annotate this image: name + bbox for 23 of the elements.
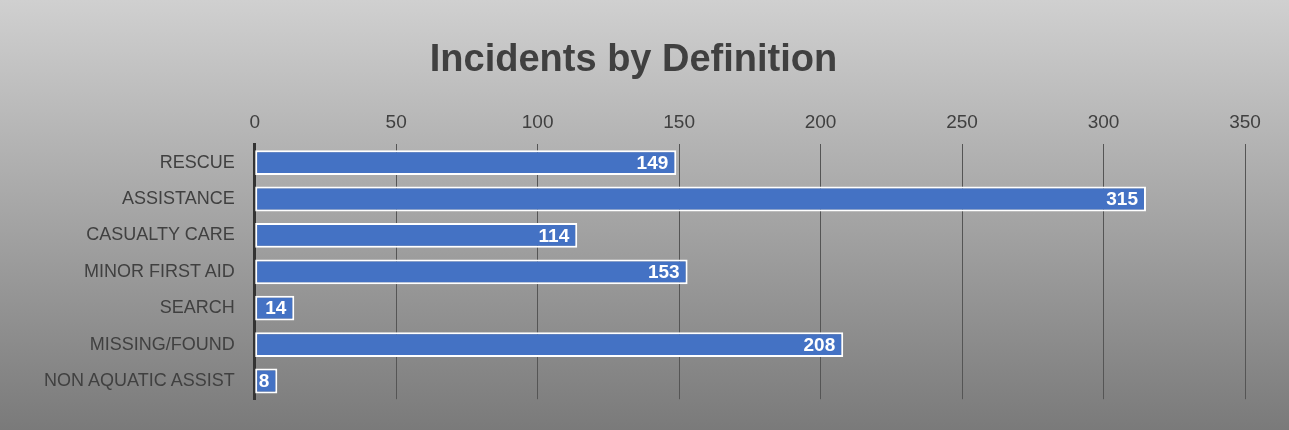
x-tick-label: 300: [1087, 111, 1120, 133]
data-label: 208: [803, 333, 836, 355]
data-label: 315: [1106, 188, 1139, 210]
data-label: 14: [265, 297, 287, 319]
data-label: 153: [647, 261, 680, 283]
chart-title: Incidents by Definition: [429, 37, 838, 80]
y-tick-label: NON AQUATIC ASSIST: [43, 369, 235, 390]
data-label: 8: [258, 370, 270, 392]
y-tick-label: ASSISTANCE: [121, 187, 235, 208]
y-tick-label: RESCUE: [159, 151, 235, 172]
x-tick-label: 0: [249, 111, 260, 133]
y-tick-label: MISSING/FOUND: [89, 333, 235, 354]
x-tick-label: 250: [946, 111, 978, 133]
x-tick-label: 350: [1229, 111, 1261, 133]
y-tick-label: SEARCH: [159, 297, 235, 318]
x-tick-label: 150: [663, 111, 695, 133]
data-label: 114: [538, 224, 570, 246]
y-tick-label: CASUALTY CARE: [86, 224, 235, 245]
y-tick-label: MINOR FIRST AID: [84, 260, 235, 281]
data-label: 149: [636, 151, 669, 173]
x-tick-label: 50: [385, 111, 407, 133]
x-tick-label: 200: [804, 111, 837, 133]
x-tick-label: 100: [521, 111, 554, 133]
